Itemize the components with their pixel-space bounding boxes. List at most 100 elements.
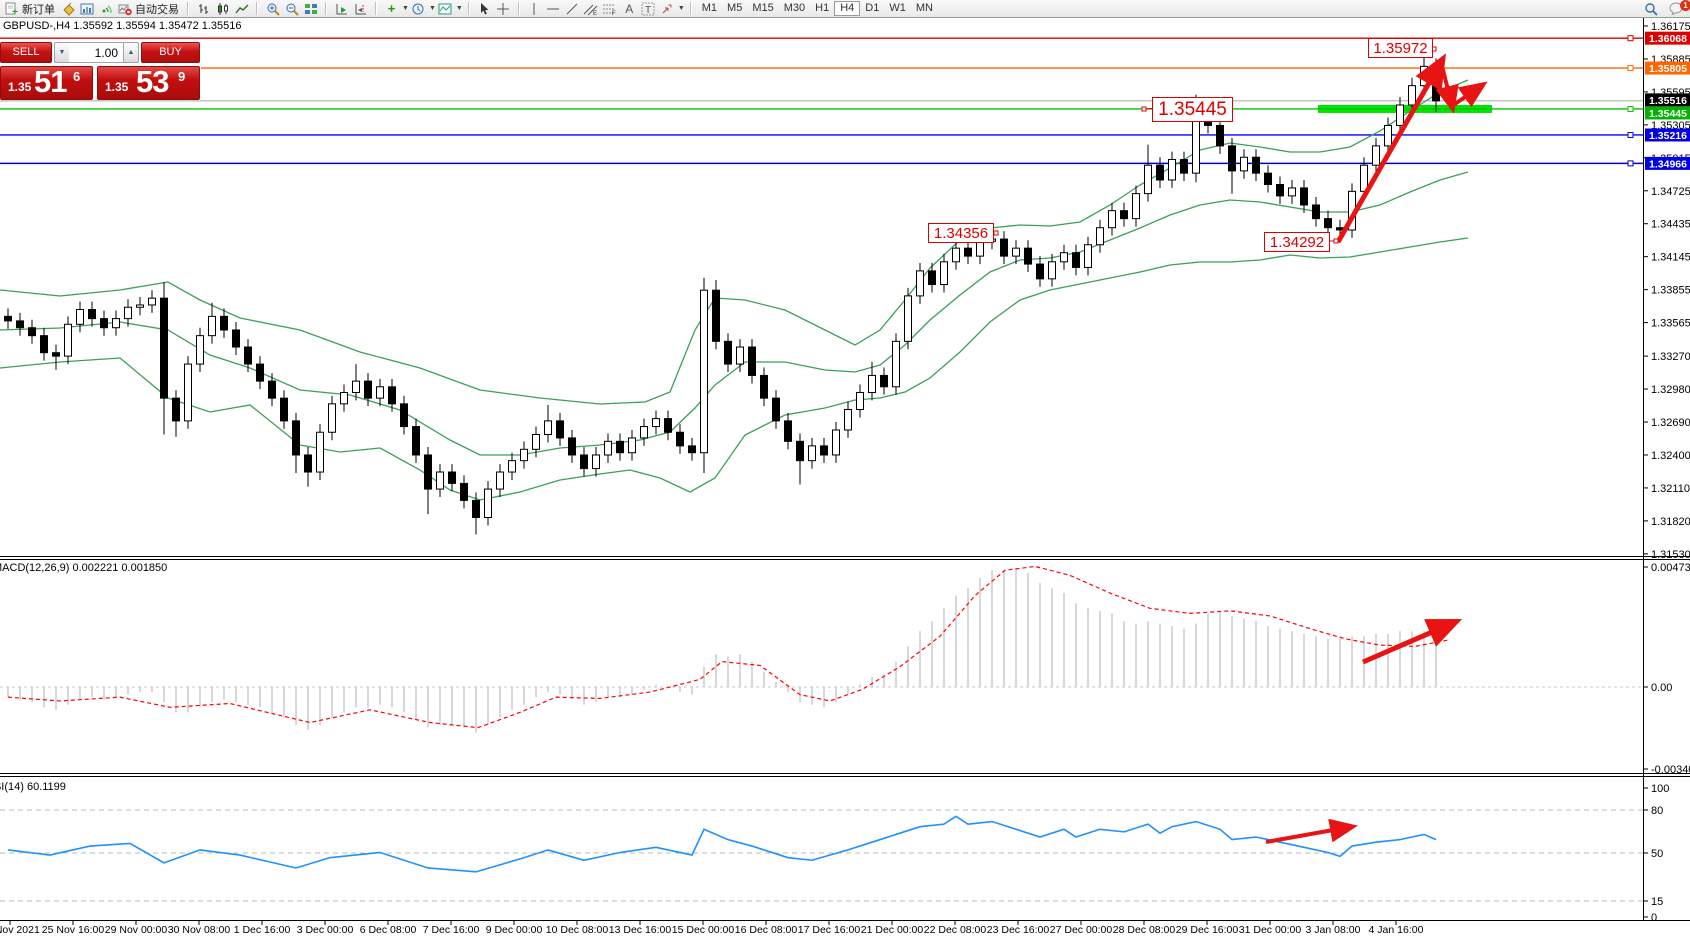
date-label: 3 Dec 00:00 — [297, 924, 354, 936]
volume-decrease-button[interactable]: ▼ — [54, 42, 70, 63]
tf-button-W1[interactable]: W1 — [889, 2, 906, 14]
candle — [568, 429, 576, 463]
candle — [484, 481, 492, 526]
trend-arrow-rsi[interactable] — [1265, 818, 1358, 844]
templates-dropdown-caret[interactable]: ▼ — [455, 5, 463, 12]
svg-text:1.35805: 1.35805 — [1649, 63, 1687, 75]
candle — [436, 464, 444, 498]
date-label: 1 Dec 16:00 — [234, 924, 291, 936]
candle — [832, 422, 840, 463]
notifications-icon[interactable]: 1 — [1667, 0, 1690, 16]
date-label: 29 Dec 16:00 — [1176, 924, 1239, 936]
candle — [1180, 151, 1188, 182]
crosshair-icon[interactable] — [494, 1, 513, 16]
horizontal-line-icon[interactable] — [544, 1, 563, 16]
macd-indicator-label: MACD(12,26,9) 0.002221 0.001850 — [0, 562, 168, 574]
volume-increase-button[interactable]: ▲ — [123, 42, 139, 63]
trendline-icon[interactable] — [563, 1, 582, 16]
indicators-icon[interactable]: + — [387, 1, 396, 16]
equidistant-channel-icon[interactable]: E — [582, 1, 601, 16]
price-annotation-high[interactable]: 1.35972 — [1368, 38, 1433, 58]
period-clock-icon[interactable] — [409, 1, 428, 16]
new-order-button[interactable]: 新订单 — [22, 3, 55, 16]
tf-button-MN[interactable]: MN — [915, 2, 933, 14]
sell-button[interactable]: SELL — [0, 42, 52, 63]
rsi-pane[interactable] — [0, 809, 1643, 902]
trend-arrows-main[interactable] — [1335, 53, 1488, 244]
notification-badge[interactable]: 1 — [1680, 0, 1690, 11]
new-chart-icon[interactable] — [77, 1, 96, 16]
buy-button[interactable]: BUY — [141, 42, 200, 63]
tf-button-M5[interactable]: M5 — [727, 2, 743, 14]
svg-text:1.35516: 1.35516 — [1649, 95, 1687, 107]
indicators-dropdown-caret[interactable]: ▼ — [402, 5, 409, 12]
toolbar-divider — [256, 2, 258, 15]
svg-text:1.34966: 1.34966 — [1649, 158, 1687, 170]
buy-price-display[interactable]: 1.35 53 9 — [97, 64, 200, 100]
date-label: 28 Dec 08:00 — [1113, 924, 1176, 936]
candles-layer — [4, 49, 1440, 535]
date-label: 7 Dec 16:00 — [423, 924, 480, 936]
tf-button-M1[interactable]: M1 — [701, 2, 718, 14]
candlestick-chart-type-icon[interactable] — [213, 1, 232, 16]
candle — [4, 308, 12, 329]
autotrading-button[interactable]: 自动交易 — [135, 3, 179, 16]
candle — [580, 447, 588, 477]
price-annotation-low2[interactable]: 1.34292 — [1264, 232, 1330, 252]
price-line-label: 1.35805 — [1645, 61, 1690, 75]
candle — [616, 433, 624, 461]
sell-price-display[interactable]: 1.35 51 6 — [0, 64, 93, 100]
trend-arrow-macd[interactable] — [1362, 619, 1463, 665]
date-label: 22 Dec 08:00 — [924, 924, 987, 936]
chart-frame — [0, 17, 1690, 921]
candle — [640, 418, 648, 446]
new-order-icon[interactable]: + — [2, 1, 21, 16]
line-chart-type-icon[interactable] — [232, 1, 251, 16]
arrows-tool-icon[interactable] — [658, 1, 677, 16]
auto-scroll-icon[interactable] — [332, 1, 351, 16]
fibonacci-icon[interactable]: F — [601, 1, 620, 16]
tf-button-H4[interactable]: H4 — [834, 1, 861, 16]
candle — [916, 262, 924, 304]
candle — [1072, 244, 1080, 276]
tf-button-M30[interactable]: M30 — [783, 2, 806, 14]
cursor-icon[interactable] — [475, 1, 494, 16]
styler-bucket-icon[interactable] — [58, 1, 77, 16]
autotrading-icon[interactable] — [115, 1, 134, 16]
candle — [304, 447, 312, 487]
zoom-out-icon[interactable] — [282, 1, 301, 16]
text-label-icon[interactable]: T — [639, 1, 658, 16]
bar-chart-type-icon[interactable] — [194, 1, 213, 16]
search-icon[interactable] — [1642, 1, 1661, 16]
text-icon[interactable]: A — [625, 1, 634, 16]
price-annotation-low1[interactable]: 1.34356 — [928, 223, 994, 243]
macd-pane[interactable] — [0, 565, 1643, 733]
arrows-dropdown-caret[interactable]: ▼ — [677, 5, 685, 12]
price-annotation-level[interactable]: 1.35445 — [1152, 97, 1233, 122]
price-axis[interactable]: 1.361751.358851.355951.353051.350151.347… — [1643, 21, 1690, 924]
candle — [364, 373, 372, 407]
candle — [232, 322, 240, 355]
templates-icon[interactable] — [436, 1, 455, 16]
candle — [736, 339, 744, 373]
tf-button-M15[interactable]: M15 — [752, 2, 774, 14]
tile-windows-icon[interactable] — [301, 1, 320, 16]
candle — [1132, 185, 1140, 227]
candle — [388, 378, 396, 412]
candle — [820, 437, 828, 463]
zoom-in-icon[interactable] — [263, 1, 282, 16]
signals-icon[interactable] — [96, 1, 115, 16]
candle — [1168, 151, 1176, 188]
candle — [880, 367, 888, 395]
chart-shift-icon[interactable] — [351, 1, 370, 16]
candle — [1012, 240, 1020, 265]
candle — [52, 344, 60, 370]
candle — [256, 356, 264, 390]
tf-button-D1[interactable]: D1 — [865, 2, 880, 14]
period-dropdown-caret[interactable]: ▼ — [428, 5, 436, 12]
volume-input[interactable] — [69, 42, 124, 63]
vertical-line-icon[interactable] — [525, 1, 544, 16]
tf-button-H1[interactable]: H1 — [815, 2, 830, 14]
